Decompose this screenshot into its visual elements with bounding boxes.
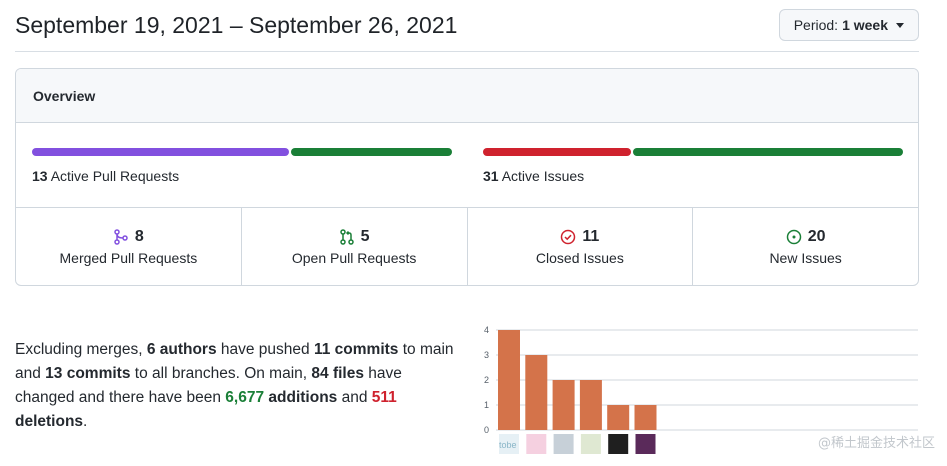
additions-count: 6,677 (225, 389, 265, 406)
summary-text-5: have changed and there have been (15, 365, 402, 406)
active-pr-count: 13 (32, 168, 48, 184)
deletions-count: 511 (371, 389, 397, 406)
commit-summary-text: Excluding merges, 6 authors have pushed … (15, 338, 465, 434)
open-pr-value: 5 (360, 227, 370, 245)
closed-issues-value: 11 (582, 227, 600, 245)
open-pr-segment (291, 148, 452, 156)
y-tick-label: 1 (484, 400, 489, 410)
author-avatar (608, 434, 629, 454)
issue-opened-icon (786, 229, 801, 244)
overview-header: Overview (16, 69, 918, 123)
overview-panel: Overview 13 Active Pull Requests 31 Acti… (15, 68, 919, 286)
main-commits-count[interactable]: 11 commits (313, 341, 399, 358)
period-dropdown-button[interactable]: Period: 1 week (778, 9, 919, 41)
summary-text-6: and (337, 389, 372, 406)
summary-text-3: to main and (15, 341, 454, 382)
issues-progress-bar (483, 148, 903, 156)
deletions-label: deletions (15, 413, 84, 430)
summary-text-2: have pushed (216, 341, 314, 358)
period-value: 1 week (842, 17, 888, 33)
y-tick-label: 2 (484, 375, 489, 385)
active-pr-label: Active Pull Requests (50, 168, 180, 184)
authors-count[interactable]: 6 authors (146, 341, 217, 358)
commit-bar (552, 380, 575, 430)
git-pull-request-icon (339, 228, 354, 245)
closed-issues-segment (483, 148, 632, 156)
period-label: Period: (793, 17, 839, 33)
author-avatar (526, 434, 547, 454)
issues-summary[interactable]: 31 Active Issues (483, 148, 903, 184)
caret-down-icon (896, 22, 904, 28)
active-issues-caption: 31 Active Issues (483, 168, 903, 184)
merged-pull-requests-stat[interactable]: 8 Merged Pull Requests (16, 208, 242, 285)
pull-requests-progress-bar (32, 148, 452, 156)
pull-requests-summary[interactable]: 13 Active Pull Requests (32, 148, 452, 184)
date-range-title: September 19, 2021 – September 26, 2021 (15, 12, 458, 38)
overview-title: Overview (33, 87, 96, 104)
git-merge-icon (114, 228, 128, 245)
commit-bar (634, 405, 657, 430)
files-changed-count: 84 files (311, 365, 364, 382)
watermark: @稀土掘金技术社区 (817, 436, 935, 451)
author-label: tobe (499, 440, 517, 450)
closed-issues-stat[interactable]: 11 Closed Issues (468, 208, 694, 285)
summary-text-7: . (83, 413, 88, 430)
new-issues-stat[interactable]: 20 New Issues (693, 208, 918, 285)
commit-bar (607, 405, 630, 430)
author-avatar (580, 434, 601, 454)
summary-text-1: Excluding merges, (15, 341, 147, 358)
open-issues-segment (633, 148, 903, 156)
commit-bar (579, 380, 602, 430)
y-tick-label: 3 (484, 350, 489, 360)
y-tick-label: 0 (484, 425, 489, 435)
new-issues-label: New Issues (769, 249, 842, 266)
active-pull-requests-caption: 13 Active Pull Requests (32, 168, 452, 184)
author-avatar (553, 434, 574, 454)
commit-bar (525, 355, 548, 430)
new-issues-value: 20 (807, 227, 826, 245)
merged-pr-segment (32, 148, 290, 156)
active-issues-count: 31 (483, 168, 499, 184)
additions-label: additions (264, 389, 338, 406)
open-pr-label: Open Pull Requests (291, 249, 417, 266)
y-tick-label: 4 (484, 325, 489, 335)
overview-stats-row: 8 Merged Pull Requests 5 Open Pull Reque… (16, 208, 918, 285)
open-pull-requests-stat[interactable]: 5 Open Pull Requests (242, 208, 468, 285)
all-branches-commits-count[interactable]: 13 commits (45, 365, 131, 382)
closed-issues-label: Closed Issues (535, 249, 624, 266)
overview-bars-row: 13 Active Pull Requests 31 Active Issues (16, 123, 918, 208)
summary-text-4: to all branches. On main, (130, 365, 312, 382)
author-avatar (499, 434, 519, 454)
commits-by-author-chart: 0 1 2 3 4 tobe (484, 325, 918, 454)
page-header: September 19, 2021 – September 26, 2021 … (15, 0, 919, 52)
merged-pr-label: Merged Pull Requests (59, 249, 198, 266)
merged-pr-value: 8 (134, 227, 144, 245)
active-issues-label: Active Issues (501, 168, 585, 184)
commit-bar (498, 330, 520, 430)
author-avatar (635, 434, 656, 454)
issue-closed-icon (561, 229, 576, 244)
